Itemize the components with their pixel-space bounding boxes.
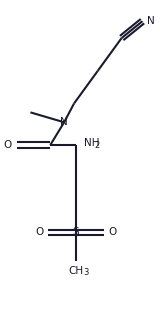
Text: CH: CH bbox=[68, 266, 84, 276]
Text: NH: NH bbox=[84, 138, 100, 148]
Text: 2: 2 bbox=[94, 141, 100, 150]
Text: O: O bbox=[35, 227, 43, 237]
Text: N: N bbox=[147, 16, 155, 26]
Text: N: N bbox=[60, 117, 68, 127]
Text: S: S bbox=[73, 227, 79, 237]
Text: 3: 3 bbox=[84, 268, 89, 277]
Text: O: O bbox=[109, 227, 117, 237]
Text: O: O bbox=[3, 140, 12, 150]
